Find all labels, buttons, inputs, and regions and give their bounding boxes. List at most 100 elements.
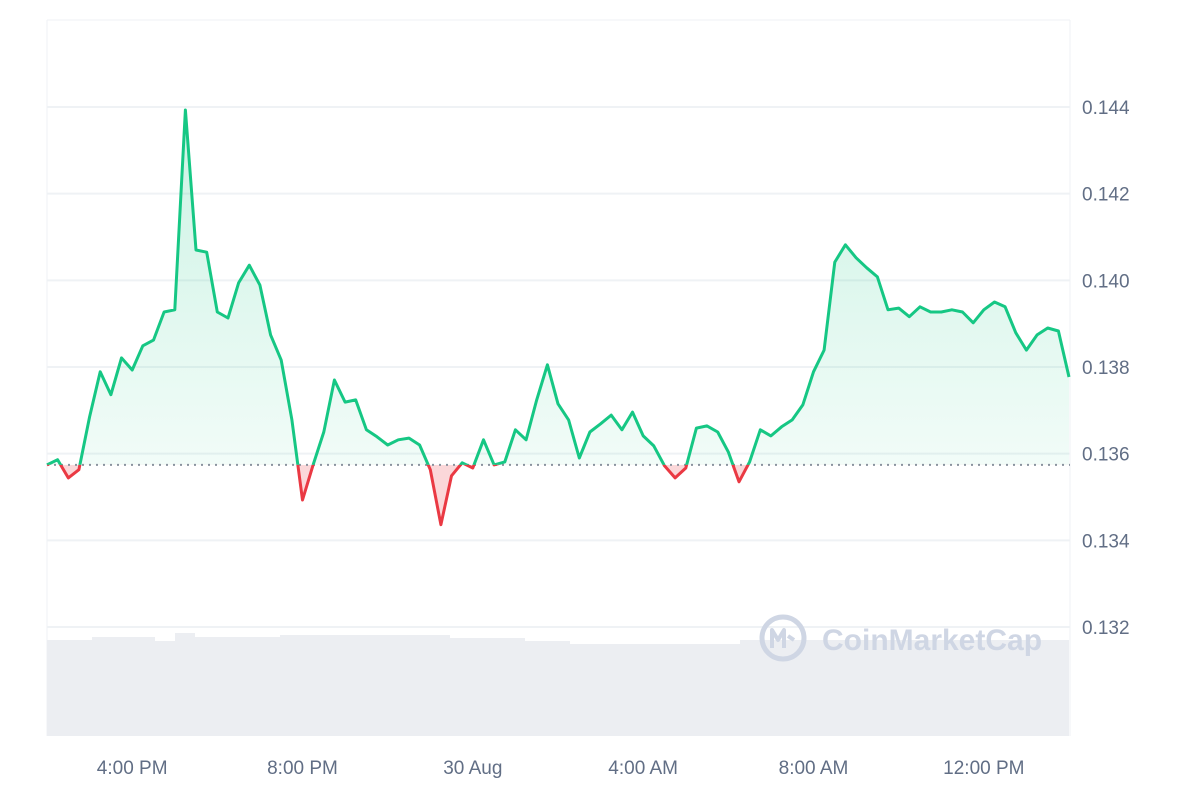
y-tick-label: 0.132 (1082, 618, 1130, 639)
data-point (120, 356, 124, 360)
y-axis: 0.132 0.134 0.136 0.138 0.140 0.142 0.144 (1082, 98, 1130, 639)
data-point (716, 430, 720, 434)
data-point (524, 438, 528, 442)
data-point (652, 444, 656, 448)
data-point (780, 425, 784, 429)
data-point (205, 250, 209, 254)
data-point (88, 415, 92, 419)
data-point (897, 306, 901, 310)
data-point (545, 363, 549, 367)
data-point (843, 243, 847, 247)
data-point (865, 266, 869, 270)
data-point (151, 338, 155, 342)
data-point (109, 393, 113, 397)
data-point (588, 430, 592, 434)
volume-bar (47, 640, 92, 736)
y-tick-label: 0.140 (1082, 271, 1130, 292)
data-point (354, 398, 358, 402)
data-point (875, 275, 879, 279)
x-tick-label: 12:00 PM (943, 758, 1024, 779)
data-point (407, 436, 411, 440)
data-point (301, 498, 305, 502)
data-point (1014, 331, 1018, 335)
volume-bar (155, 641, 175, 736)
data-point (939, 310, 943, 314)
data-point (662, 464, 666, 468)
data-point (1056, 329, 1060, 333)
data-point (982, 308, 986, 312)
area-above-reference (47, 110, 1069, 465)
x-tick-label: 4:00 AM (608, 758, 678, 779)
x-axis: 4:00 PM 8:00 PM 30 Aug 4:00 AM 8:00 AM 12:00 … (97, 758, 1025, 779)
data-point (450, 474, 454, 478)
y-tick-label: 0.134 (1082, 531, 1130, 552)
y-tick-label: 0.138 (1082, 358, 1130, 379)
y-tick-label: 0.144 (1082, 98, 1130, 119)
data-point (492, 463, 496, 467)
data-point (577, 456, 581, 460)
data-point (45, 463, 49, 467)
data-point (694, 426, 698, 430)
data-point (929, 310, 933, 314)
volume-bars (47, 633, 1069, 736)
data-point (1067, 375, 1071, 379)
data-point (98, 370, 102, 374)
x-tick-label: 30 Aug (443, 758, 502, 779)
data-point (822, 348, 826, 352)
coinmarketcap-logo-icon (759, 614, 807, 662)
data-point (162, 310, 166, 314)
volume-bar (175, 633, 195, 736)
volume-bar (570, 644, 740, 736)
data-point (599, 422, 603, 426)
data-point (1024, 348, 1028, 352)
data-point (279, 358, 283, 362)
data-point (237, 281, 241, 285)
data-point (812, 370, 816, 374)
data-point (961, 310, 965, 314)
data-point (386, 443, 390, 447)
data-point (183, 108, 187, 112)
data-point (1046, 326, 1050, 330)
data-point (748, 460, 752, 464)
data-point (460, 461, 464, 465)
data-point (194, 248, 198, 252)
data-point (609, 413, 613, 417)
data-point (801, 403, 805, 407)
data-point (503, 460, 507, 464)
volume-bar (525, 641, 570, 736)
data-point (886, 308, 890, 312)
data-point (77, 468, 81, 472)
data-point (471, 466, 475, 470)
data-point (332, 378, 336, 382)
data-point (375, 435, 379, 439)
data-point (428, 468, 432, 472)
x-tick-label: 4:00 PM (97, 758, 168, 779)
data-point (673, 476, 677, 480)
volume-bar (92, 637, 155, 736)
data-point (971, 321, 975, 325)
watermark-text: CoinMarketCap (822, 624, 1042, 657)
area-below-reference (60, 464, 748, 525)
data-point (481, 438, 485, 442)
data-point (322, 430, 326, 434)
data-point (705, 424, 709, 428)
data-point (66, 476, 70, 480)
data-point (1003, 305, 1007, 309)
data-point (226, 316, 230, 320)
data-point (311, 463, 315, 467)
data-point (364, 428, 368, 432)
data-point (247, 263, 251, 267)
volume-bar (195, 637, 280, 736)
data-point (130, 368, 134, 372)
data-point (56, 458, 60, 462)
data-point (726, 450, 730, 454)
data-point (620, 428, 624, 432)
volume-bar (280, 635, 450, 736)
data-point (631, 410, 635, 414)
volume-bar (450, 638, 525, 736)
data-point (854, 256, 858, 260)
y-tick-label: 0.142 (1082, 185, 1130, 206)
data-point (641, 434, 645, 438)
data-point (758, 428, 762, 432)
